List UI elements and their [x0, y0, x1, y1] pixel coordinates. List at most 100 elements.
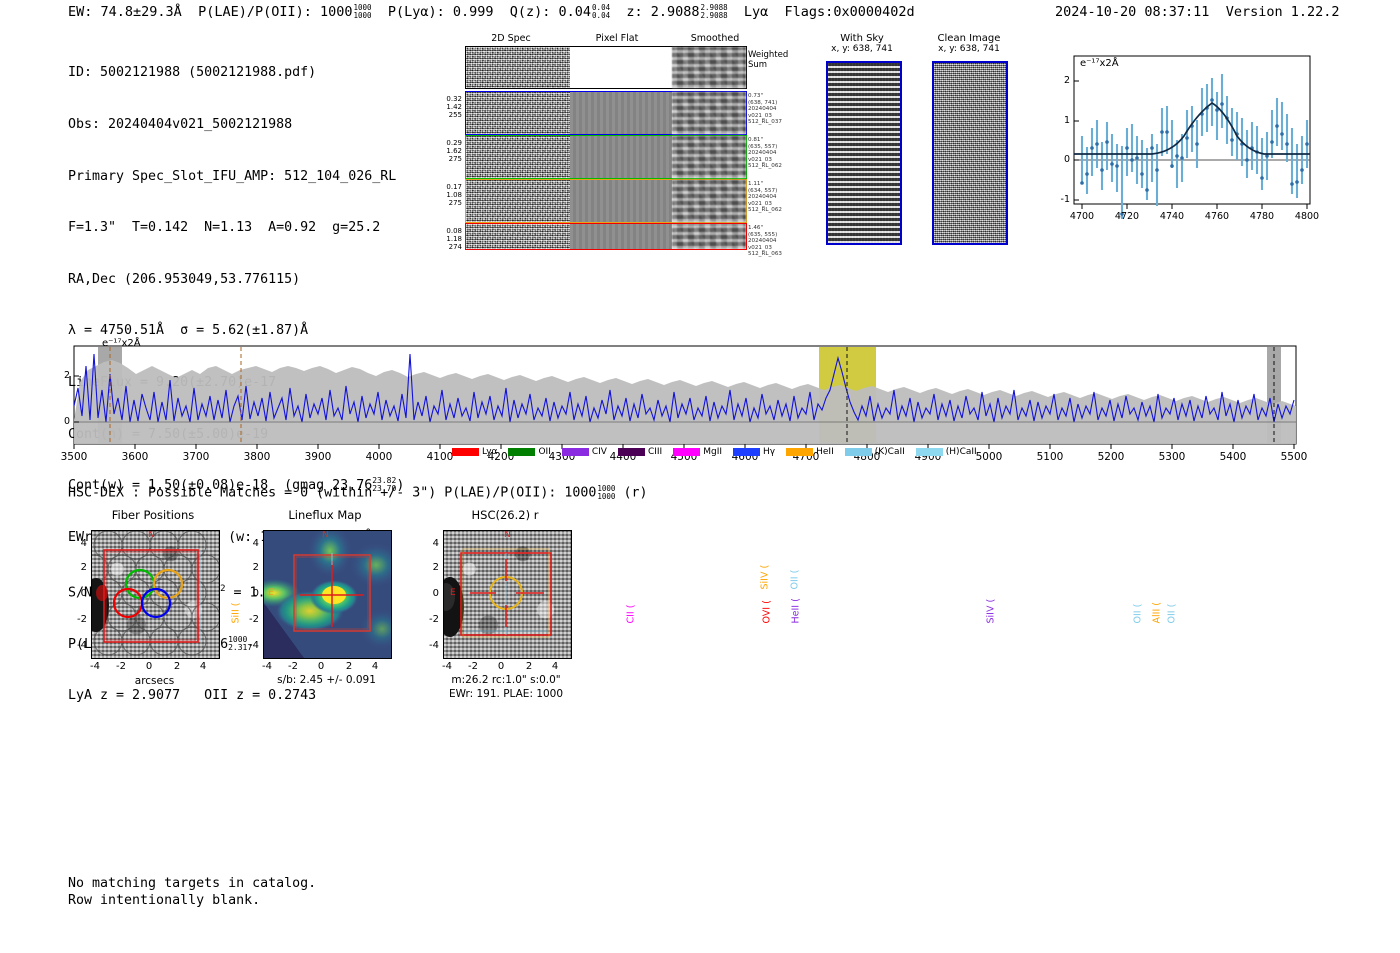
spec2d-row-meta: 1.11" (634, 557) 20240404 v021_03 512_RL_062: [748, 181, 782, 214]
panel-caption: m:26.2 rc:1.0" s:0.0": [451, 674, 561, 686]
panel-title: HSC(26.2) r: [471, 508, 539, 522]
footer-line-1: No matching targets in catalog.: [68, 876, 317, 891]
legend-label: MgII: [703, 447, 723, 457]
panel-ytick: 2: [432, 562, 439, 573]
header-qz-range: 0.04 0.04: [592, 3, 611, 20]
compass-east-label: E: [450, 588, 456, 598]
cutout-title: With Sky: [840, 33, 884, 44]
hscdex-headline: HSC-DEX : Possible Matches = 0 (within +…: [68, 485, 647, 501]
info-continuum-wide: Cont(w) = 1.50(±0.08)e-18 (gmag 23.76 23.…: [68, 476, 405, 494]
spec2d-fiber-row: [465, 223, 747, 250]
legend-item: (H)CaII: [915, 447, 977, 457]
lineplot-ytick: 2: [1063, 75, 1070, 86]
panel-xtick: 4: [199, 661, 207, 672]
panel-xtick: -4: [262, 661, 272, 672]
spec2d-fiber-row: [465, 179, 747, 223]
header-line-id: Lyα: [743, 4, 769, 20]
panel-xtick: 4: [551, 661, 559, 672]
panel-xtick: 4: [371, 661, 379, 672]
legend-swatch: [673, 448, 701, 456]
fiber-positions-image: N: [91, 530, 220, 659]
spec2d-col-title-2: Smoothed: [690, 33, 740, 44]
panel-ytick: -2: [77, 614, 87, 625]
lineplot-ytick: 0: [1063, 154, 1070, 165]
header-plya: P(Lyα): 0.999: [387, 4, 494, 20]
hsc-r-image: N E: [443, 530, 572, 659]
info-primary-spec: Primary Spec_Slot_IFU_AMP: 512_104_026_R…: [68, 168, 397, 184]
cutout-image: [826, 61, 902, 245]
panel-xtick: 0: [497, 661, 505, 672]
legend-label: HeII: [816, 447, 834, 457]
panel-lineflux-map: Lineflux Map: [235, 508, 415, 708]
cutout-subtitle: x, y: 638, 741: [938, 44, 1000, 54]
spec2d-row-meta: 0.81" (635, 557) 20240404 v021_03 512_RL_062: [748, 137, 782, 170]
spec2d-col-title-1: Pixel Flat: [595, 33, 639, 44]
info-redshifts: LyA z = 2.9077 OII z = 0.2743: [68, 688, 317, 704]
legend-label: (K)CaII: [874, 447, 905, 457]
spectrum-legend: Lyα OII CIV CIII MgII Hγ HeII (K)CaII (H…: [452, 447, 977, 457]
spec2d-row-stats: 0.32 1.42 255: [446, 95, 462, 120]
legend-swatch: [508, 448, 536, 456]
spectrum-ytick: 0: [63, 416, 70, 427]
panel-ytick: -4: [77, 640, 87, 651]
spectrum-xtick: 4200: [487, 451, 515, 463]
spectrum-xtick: 5200: [1097, 451, 1125, 463]
spectrum-units: e⁻¹⁷x2Å: [102, 338, 141, 349]
panel-xtick: -4: [442, 661, 452, 672]
legend-item: CIII: [617, 447, 663, 457]
spec2d-row-meta: 0.73" (638, 741) 20240404 v021_03 512_RL_037: [748, 93, 782, 126]
emission-label: OVI (: [761, 600, 773, 624]
header-qz: Q(z): 0.04: [509, 4, 592, 20]
legend-swatch: [561, 448, 589, 456]
spec2d-col-title-0: 2D Spec: [491, 33, 531, 44]
lineplot-xtick: 4800: [1294, 211, 1320, 222]
emission-label: SiIV (: [759, 564, 771, 590]
legend-label: CIII: [647, 447, 663, 457]
info-seeing: F=1.3" T=0.142 N=1.13 A=0.92 g=25.2: [68, 220, 381, 236]
lineplot-ytick: 1: [1063, 115, 1070, 126]
header-flags: Flags:0x0000402d: [784, 4, 915, 20]
compass-north-label: N: [148, 530, 155, 540]
header-z-range: 2.9088 2.9088: [700, 3, 728, 20]
panel-xtick: -2: [468, 661, 478, 672]
panel-hsc-r: HSC(26.2) r N E 4 2 0 -2 -4 -4 -2 0 2 4 …: [415, 508, 595, 718]
lineplot-xtick: 4740: [1159, 211, 1185, 222]
legend-swatch: [452, 448, 479, 456]
legend-swatch: [844, 448, 872, 456]
legend-swatch: [915, 448, 943, 456]
info-id: ID: 5002121988 (5002121988.pdf): [68, 65, 317, 81]
panel-caption-2: EWr: 191. PLAE: 1000: [448, 688, 564, 700]
panel-ytick: 4: [252, 538, 259, 549]
cutout-clean-image: Clean Image x, y: 638, 741: [914, 33, 1024, 248]
compass-east-label: E: [268, 588, 274, 598]
header-summary-line: EW: 74.8±29.3Å P(LAE)/P(OII): 1000 1000 10…: [68, 4, 915, 20]
header-timestamp-version: 2024-10-20 08:37:11 Version 1.22.2: [1055, 4, 1340, 20]
panel-title: Fiber Positions: [111, 508, 195, 522]
info-radec: RA,Dec (206.953049,53.776115): [68, 271, 301, 287]
spec2d-row-stats: 0.08 1.18 274: [446, 227, 462, 252]
panel-caption: s/b: 2.45 +/- 0.091: [277, 674, 376, 686]
legend-item: Lyα: [452, 447, 497, 457]
spectrum-xtick: 5300: [1158, 451, 1186, 463]
hscdex-plae-range: 1000 1000: [597, 484, 616, 501]
hscdex-headline-text: HSC-DEX : Possible Matches = 0 (within +…: [68, 485, 597, 501]
footer-block: No matching targets in catalog. Row inte…: [68, 875, 316, 909]
lineplot-xtick: 4700: [1069, 211, 1095, 222]
spec2d-row-stats: 0.29 1.62 275: [446, 139, 462, 164]
panel-ytick: -4: [249, 640, 259, 651]
spec2d-weighted-sum-strip: [465, 46, 747, 89]
full-spectrum-plot: LyA ( MgII ( NV ( SiII ( Lyα ( NV ( CIV …: [64, 270, 1300, 624]
panel-ytick: 4: [80, 538, 87, 549]
spec2d-row-stats: 0.17 1.08 275: [446, 183, 462, 208]
cutout-with-sky: With Sky x, y: 638, 741: [812, 33, 912, 248]
spectrum-svg: [73, 345, 1297, 449]
spec2d-row-meta: 1.46" (635, 555) 20240404 v021_03 512_RL_063: [748, 225, 782, 258]
header-ew: EW: 74.8±29.3Å: [68, 4, 182, 20]
lineplot-xtick: 4760: [1204, 211, 1230, 222]
hscdex-filter: (r): [623, 485, 648, 501]
emission-label: HeII (: [790, 598, 802, 624]
header-plae-label: P(LAE)/P(OII): 1000: [198, 4, 353, 20]
panel-ytick: 4: [432, 538, 439, 549]
lineplot-units: e⁻¹⁷x2Å: [1080, 58, 1119, 69]
legend-item: Hγ: [733, 447, 775, 457]
